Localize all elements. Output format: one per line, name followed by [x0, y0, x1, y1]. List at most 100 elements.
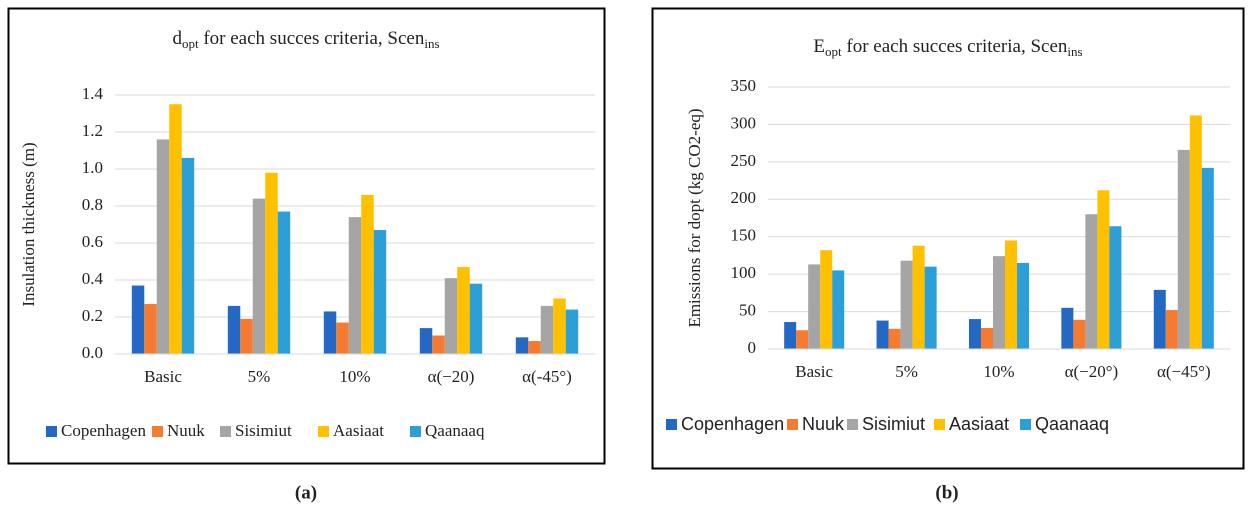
bar [968, 319, 981, 349]
title-part: d [172, 28, 182, 49]
bar [924, 266, 937, 349]
bar [432, 335, 445, 354]
bar [323, 311, 337, 354]
legend-label: Qaanaaq [1035, 414, 1109, 434]
bar [900, 260, 913, 349]
y-tick-label: 1.0 [82, 158, 103, 177]
bar [131, 285, 145, 354]
bar [528, 341, 541, 354]
y-tick-label: 50 [739, 300, 756, 319]
y-tick-label: 0.4 [82, 269, 104, 288]
y-tick-label: 0.8 [82, 195, 103, 214]
bar [1097, 190, 1110, 349]
chart-title: Eopt for each succes criteria, Scenins [813, 36, 1082, 59]
legend-label: Aasiaat [949, 414, 1009, 434]
panel-frame [7, 7, 606, 465]
y-tick-label: 250 [731, 151, 757, 170]
title-part: opt [825, 44, 842, 59]
y-tick-label: 150 [731, 226, 757, 245]
x-tick-label: α(−20°) [1065, 362, 1119, 381]
bar [876, 320, 889, 349]
y-tick-label: 300 [731, 113, 757, 132]
bar [1061, 307, 1074, 349]
bar [348, 217, 362, 354]
x-tick-label: Basic [144, 367, 182, 386]
x-tick-label: 10% [983, 362, 1014, 381]
legend-swatch [220, 426, 231, 437]
bar [515, 337, 529, 354]
bar [1153, 289, 1166, 349]
y-tick-label: 0.2 [82, 306, 103, 325]
y-axis-label: Insulation thickness (m) [19, 142, 38, 306]
bar [265, 172, 278, 354]
bar [1073, 319, 1086, 349]
title-part: E [813, 36, 825, 57]
legend-swatch [1020, 419, 1031, 430]
legend-swatch [318, 426, 329, 437]
bar [1165, 310, 1178, 349]
bar [992, 256, 1006, 349]
legend-swatch [410, 426, 421, 437]
legend-label: Sisimiut [235, 421, 292, 440]
legend-swatch [46, 426, 57, 437]
bar [796, 330, 809, 349]
x-tick-label: 5% [895, 362, 918, 381]
y-tick-label: 1.2 [82, 121, 103, 140]
bar [540, 305, 554, 354]
bar [1201, 167, 1214, 349]
legend-label: Nuuk [802, 414, 845, 434]
legend-swatch [934, 419, 945, 430]
bar [820, 250, 833, 349]
title-part: ins [424, 36, 439, 51]
y-tick-label: 0.0 [82, 343, 103, 362]
bar [553, 298, 566, 354]
bar [227, 305, 241, 354]
bar [469, 283, 483, 354]
legend-label: Sisimiut [862, 414, 925, 434]
bar [1085, 214, 1098, 349]
x-tick-label: α(−45°) [1157, 362, 1211, 381]
legend-swatch [847, 419, 858, 430]
legend-label: Copenhagen [61, 421, 146, 440]
x-tick-label: 5% [248, 367, 271, 386]
bar [808, 264, 821, 349]
x-tick-label: α(−20) [428, 367, 475, 386]
bar [336, 322, 349, 354]
bar [252, 198, 266, 354]
panel-caption: (a) [295, 482, 317, 503]
x-tick-label: α(-45°) [522, 367, 572, 386]
y-tick-label: 100 [731, 263, 757, 282]
panel-caption: (b) [935, 482, 958, 503]
panel-frame [651, 7, 1245, 470]
bar [457, 267, 470, 354]
y-tick-label: 0.6 [82, 232, 103, 251]
bar [373, 230, 387, 354]
bar [361, 194, 374, 354]
title-part: opt [182, 36, 199, 51]
bar [1177, 149, 1190, 349]
bar [1109, 226, 1122, 349]
bar [156, 139, 170, 354]
y-axis-label: Emissions for dopt (kg CO2-eq) [685, 108, 704, 327]
legend-swatch [152, 426, 163, 437]
bar [240, 318, 253, 354]
title-part: for each succes criteria, Scen [842, 36, 1068, 57]
bar [169, 104, 182, 354]
bar [1017, 262, 1030, 349]
bar [784, 322, 797, 349]
x-tick-label: 10% [339, 367, 370, 386]
bar [444, 278, 458, 354]
bar [144, 304, 157, 354]
legend-swatch [666, 419, 677, 430]
legend-label: Copenhagen [681, 414, 784, 434]
x-tick-label: Basic [795, 362, 833, 381]
bar [1005, 240, 1018, 349]
y-tick-label: 350 [731, 76, 757, 95]
bar [980, 328, 993, 349]
bar [277, 211, 291, 354]
bar [419, 328, 433, 354]
bar [888, 328, 901, 349]
chart-title: dopt for each succes criteria, Scenins [172, 28, 439, 51]
legend-label: Aasiaat [333, 421, 384, 440]
